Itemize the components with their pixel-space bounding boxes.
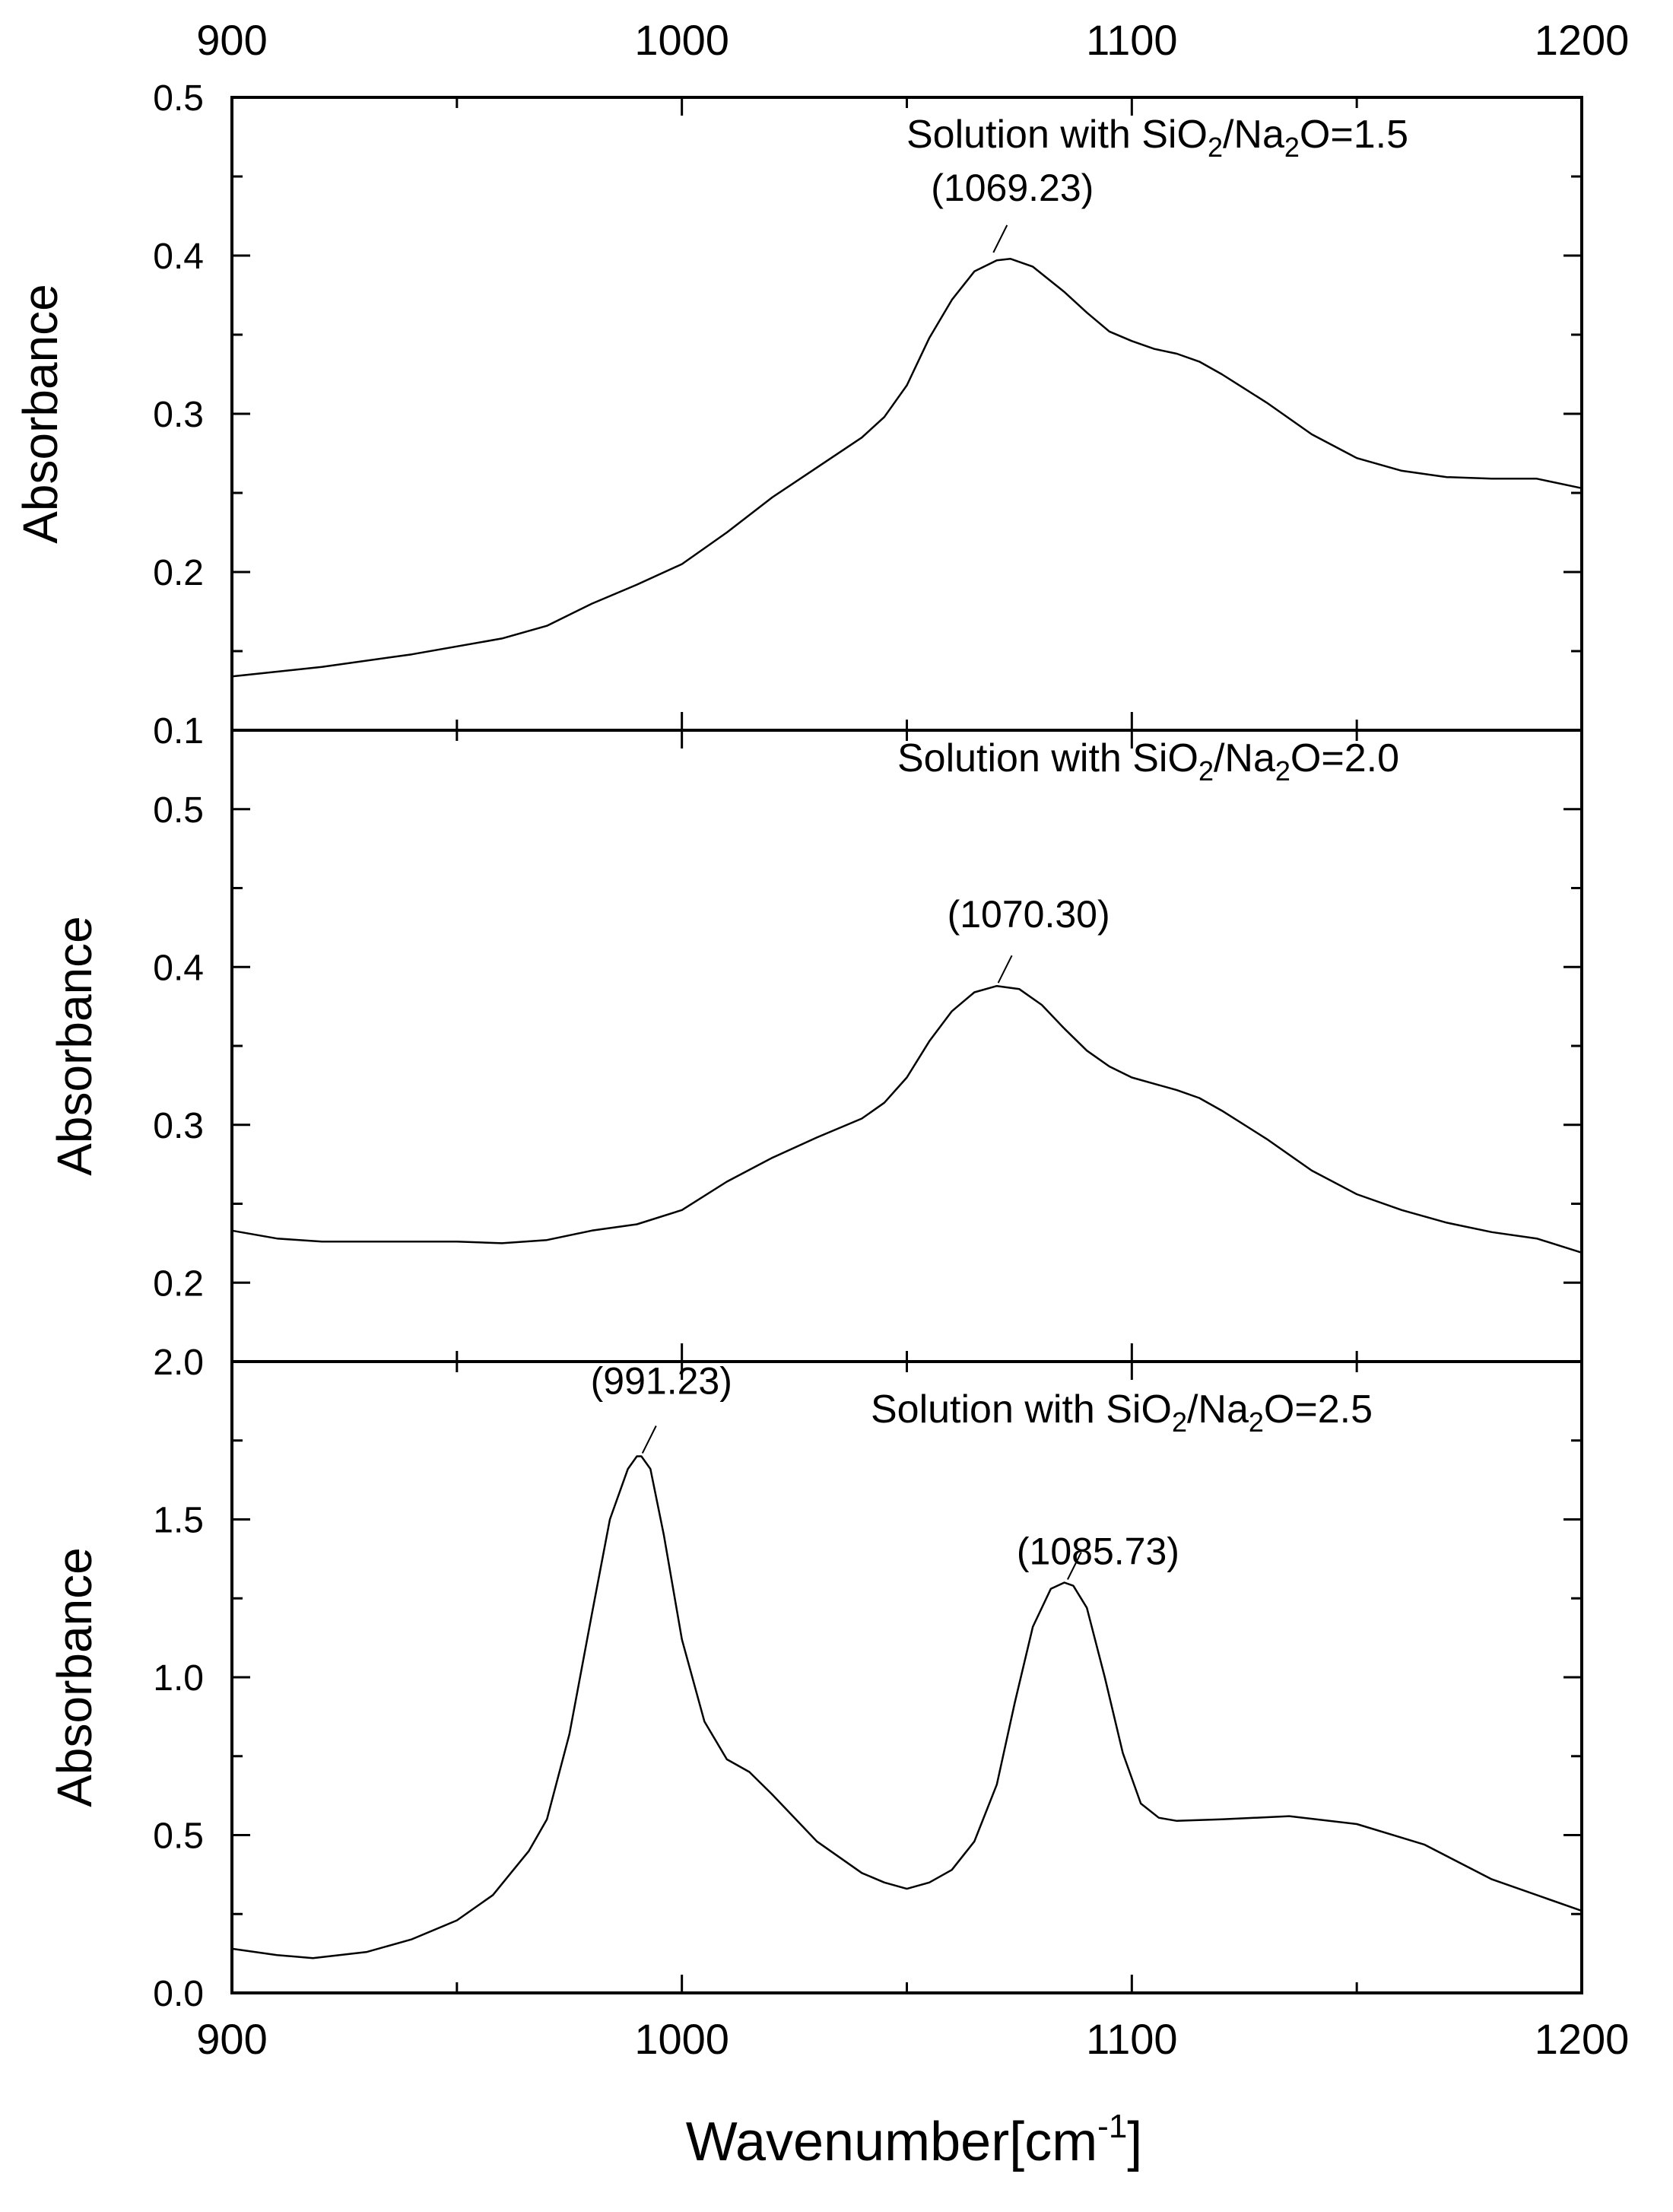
peak-label: (1070.30) xyxy=(948,893,1110,936)
x-tick-label-bottom: 1000 xyxy=(634,2015,729,2063)
peak-label: (1085.73) xyxy=(1017,1530,1179,1573)
y-tick-label: 0.1 xyxy=(153,711,204,752)
panel-title: Solution with SiO2/Na2O=1.5 xyxy=(906,113,1408,163)
y-tick-label: 1.5 xyxy=(153,1501,204,1541)
y-tick-label: 0.4 xyxy=(153,948,204,988)
x-axis-top-tick-labels: 900 1000 1100 1200 xyxy=(196,16,1629,64)
y-axis-label: Absorbance xyxy=(13,284,68,544)
y-tick-label: 0.5 xyxy=(153,1816,204,1857)
series-line xyxy=(231,1455,1583,1959)
y-tick-label: 0.5 xyxy=(153,790,204,831)
peak-leader-line xyxy=(641,1425,657,1454)
panel-title: Solution with SiO2/Na2O=2.5 xyxy=(871,1387,1373,1438)
x-tick-label-bottom: 900 xyxy=(196,2015,267,2063)
y-tick-label: 2.0 xyxy=(153,1343,204,1383)
x-tick-label-top: 900 xyxy=(196,16,267,64)
panel-sr25: 0.0 0.5 1.0 1.5 2.0 Absorbance Solution with S… xyxy=(47,1343,1583,2014)
y-tick-label: 0.5 xyxy=(153,78,204,119)
y-tick-label: 1.0 xyxy=(153,1658,204,1699)
y-tick-label: 0.3 xyxy=(153,1106,204,1146)
peak-leader-line xyxy=(997,955,1013,984)
series-line xyxy=(231,984,1583,1254)
peak-label: (1069.23) xyxy=(931,167,1094,209)
y-axis-label: Absorbance xyxy=(47,916,102,1176)
panel-sr20: 0.2 0.3 0.4 0.5 Absorbance Solution with SiO2… xyxy=(47,729,1583,1363)
peak-label: (991.23) xyxy=(591,1360,732,1403)
panel-sr15: 0.1 0.2 0.3 0.4 0.5 Absorbance Solution with S… xyxy=(13,78,1583,752)
peak-leader-line xyxy=(1067,1552,1082,1580)
y-tick-label: 0.4 xyxy=(153,237,204,277)
panel-title: Solution with SiO2/Na2O=2.0 xyxy=(897,736,1399,787)
y-tick-label: 0.3 xyxy=(153,395,204,435)
series-line xyxy=(231,257,1583,678)
x-tick-label-top: 1200 xyxy=(1535,16,1630,64)
y-tick-label: 0.2 xyxy=(153,553,204,593)
y-axis-label: Absorbance xyxy=(47,1547,102,1807)
x-axis-title: Wavenumber[cm-1] xyxy=(686,2108,1143,2172)
x-tick-label-bottom: 1100 xyxy=(1086,2015,1177,2063)
x-tick-label-top: 1100 xyxy=(1086,16,1177,64)
y-tick-label: 0.0 xyxy=(153,1974,204,2014)
panels-layer: 0.1 0.2 0.3 0.4 0.5 Absorbance Solution with S… xyxy=(13,78,1583,2014)
y-tick-label: 0.2 xyxy=(153,1263,204,1304)
x-tick-label-top: 1000 xyxy=(634,16,729,64)
x-tick-label-bottom: 1200 xyxy=(1535,2015,1630,2063)
peak-leader-line xyxy=(992,224,1008,253)
x-axis-bottom-tick-labels: 900 1000 1100 1200 xyxy=(196,2015,1629,2063)
